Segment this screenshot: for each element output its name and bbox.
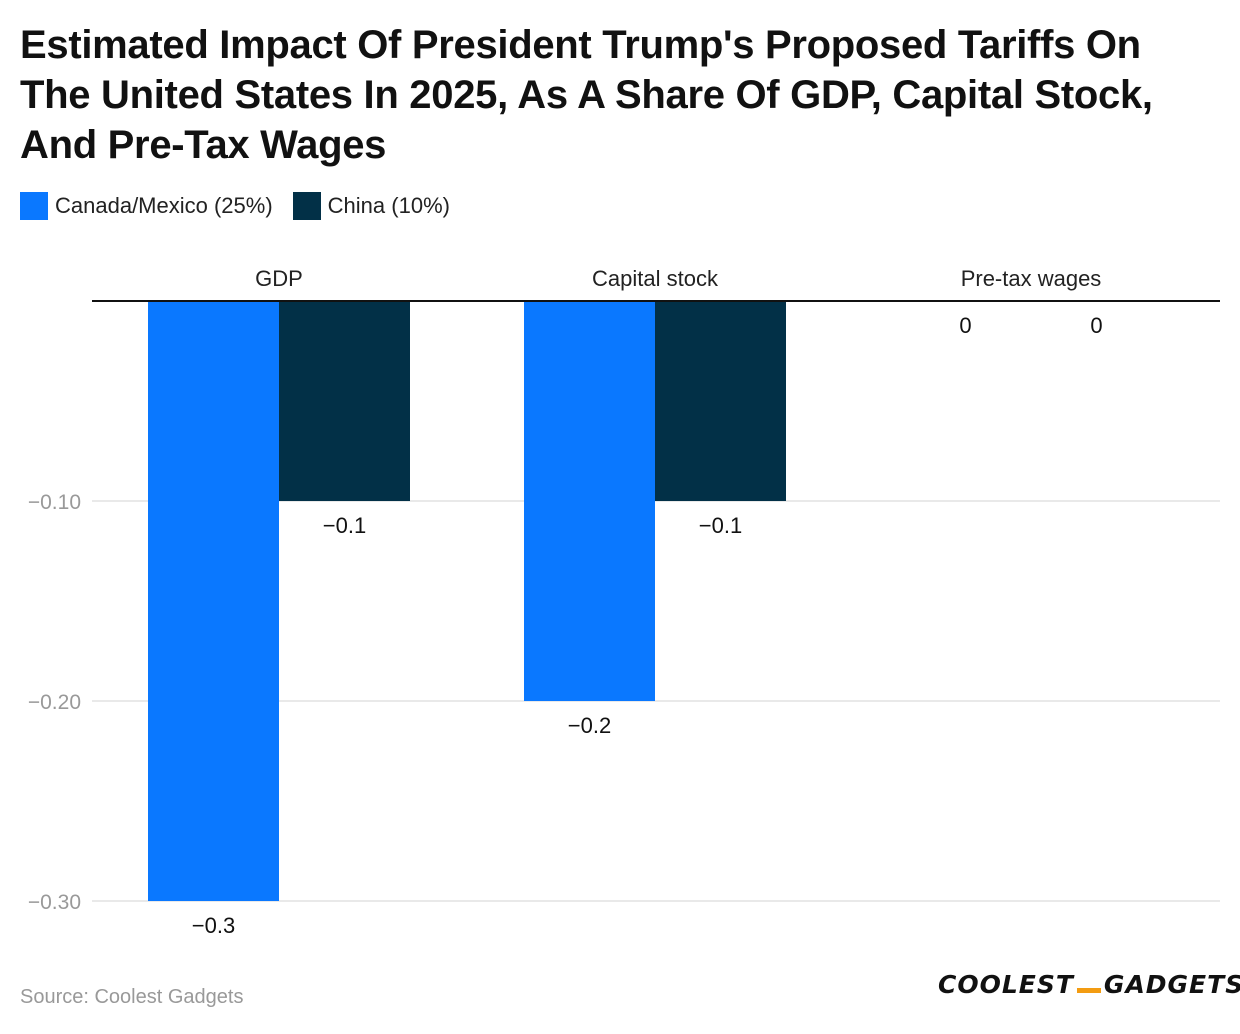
- x-category-label: Pre-tax wages: [961, 266, 1102, 291]
- bar: [279, 301, 410, 501]
- source-note: Source: Coolest Gadgets: [20, 986, 244, 1008]
- y-tick-label: −0.10: [28, 491, 81, 514]
- x-category-label: Capital stock: [592, 266, 719, 291]
- data-label: −0.2: [568, 713, 611, 738]
- data-label: 0: [1090, 313, 1102, 338]
- data-label: 0: [959, 313, 971, 338]
- legend-swatch-china: [292, 192, 321, 220]
- brand-logo: COOLEST GADGETS: [938, 970, 1240, 999]
- legend: Canada/Mexico (25%) China (10%): [20, 192, 470, 220]
- logo-text-right: GADGETS: [1103, 970, 1240, 999]
- data-label: −0.1: [323, 513, 366, 538]
- legend-swatch-canada-mexico: [20, 192, 48, 220]
- logo-dash: [1076, 988, 1101, 993]
- logo-text-left: COOLEST: [938, 970, 1074, 999]
- legend-label-canada-mexico: Canada/Mexico (25%): [55, 193, 273, 218]
- y-tick-label: −0.20: [28, 691, 81, 714]
- data-label: −0.1: [699, 513, 742, 538]
- chart-title: Estimated Impact Of President Trump's Pr…: [20, 23, 1153, 167]
- x-category-label: GDP: [255, 266, 303, 291]
- legend-item-canada-mexico: Canada/Mexico (25%): [20, 192, 273, 220]
- bar: [524, 301, 655, 701]
- bar: [655, 301, 786, 501]
- bar: [148, 301, 279, 901]
- legend-item-china: China (10%): [292, 192, 450, 220]
- data-label: −0.3: [192, 913, 235, 938]
- legend-label-china: China (10%): [327, 193, 450, 218]
- y-tick-label: −0.30: [28, 891, 81, 914]
